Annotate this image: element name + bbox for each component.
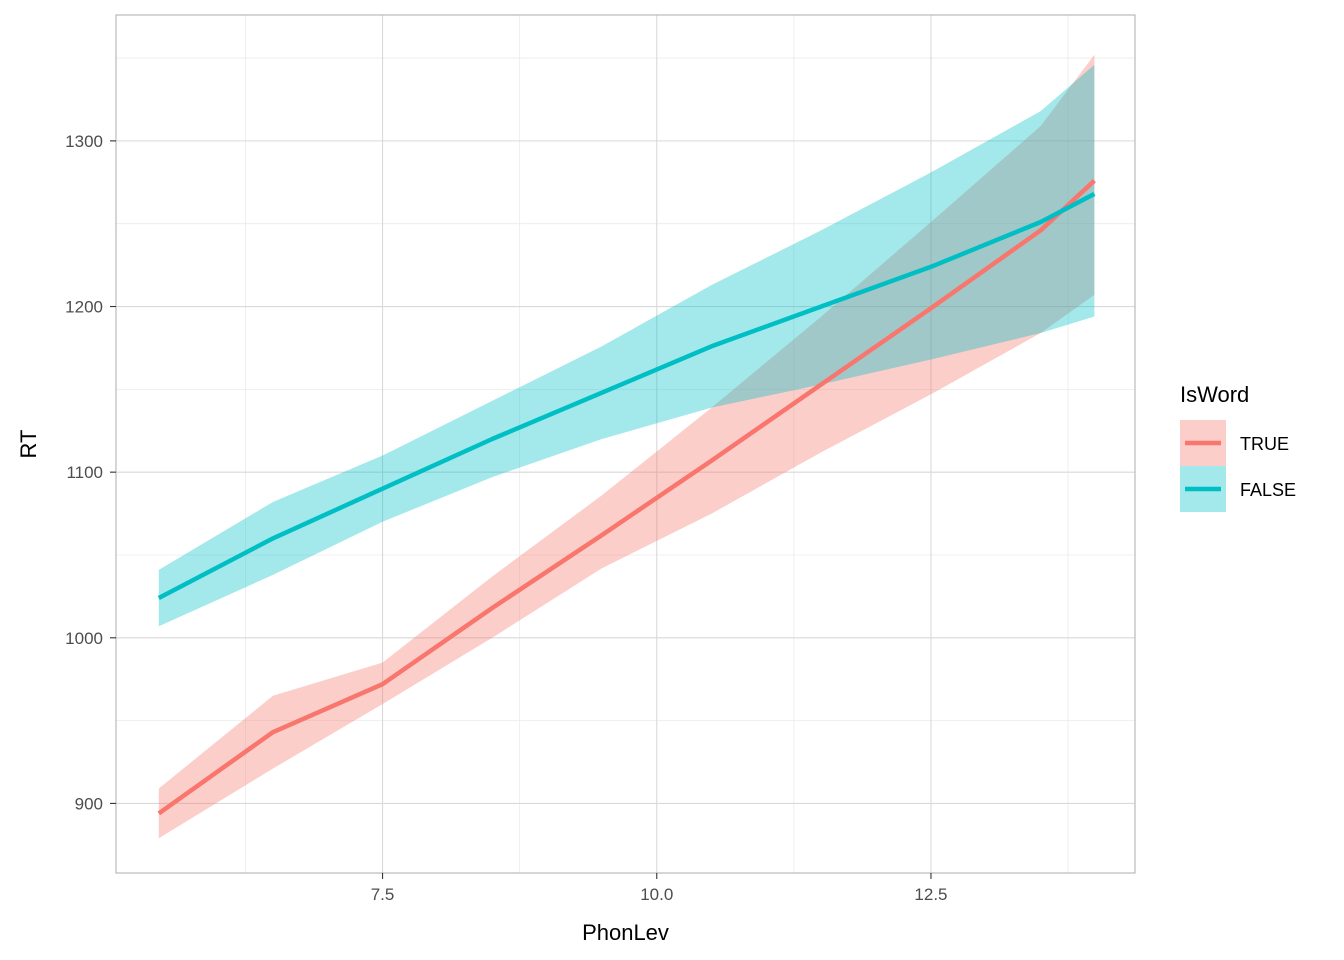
legend-title: IsWord: [1180, 382, 1249, 407]
series-line-true: [157, 178, 1096, 816]
y-tick-label: 1200: [65, 298, 103, 317]
series-lines: [157, 178, 1096, 816]
x-tick-label: 7.5: [371, 885, 395, 904]
y-tick-label: 1000: [65, 629, 103, 648]
series-line-false: [157, 191, 1096, 600]
y-tick-label: 900: [75, 794, 103, 813]
x-tick-label: 10.0: [640, 885, 673, 904]
x-axis-title: PhonLev: [582, 920, 669, 945]
legend-label-false: FALSE: [1240, 480, 1296, 500]
y-tick-label: 1100: [66, 463, 103, 482]
y-axis-ticks: 900 1000 1100 1200 1300: [65, 132, 116, 813]
y-axis-title: RT: [16, 430, 41, 459]
x-axis-ticks: 7.5 10.0 12.5: [371, 873, 948, 904]
x-tick-label: 12.5: [914, 885, 947, 904]
legend-label-true: TRUE: [1240, 434, 1289, 454]
panel-border: [115, 14, 1136, 874]
grid-minor: [116, 15, 1135, 873]
ribbon-true: [158, 54, 1095, 839]
legend: IsWord TRUE FALSE: [1180, 382, 1296, 512]
grid-major: [116, 15, 1135, 873]
y-tick-label: 1300: [65, 132, 103, 151]
